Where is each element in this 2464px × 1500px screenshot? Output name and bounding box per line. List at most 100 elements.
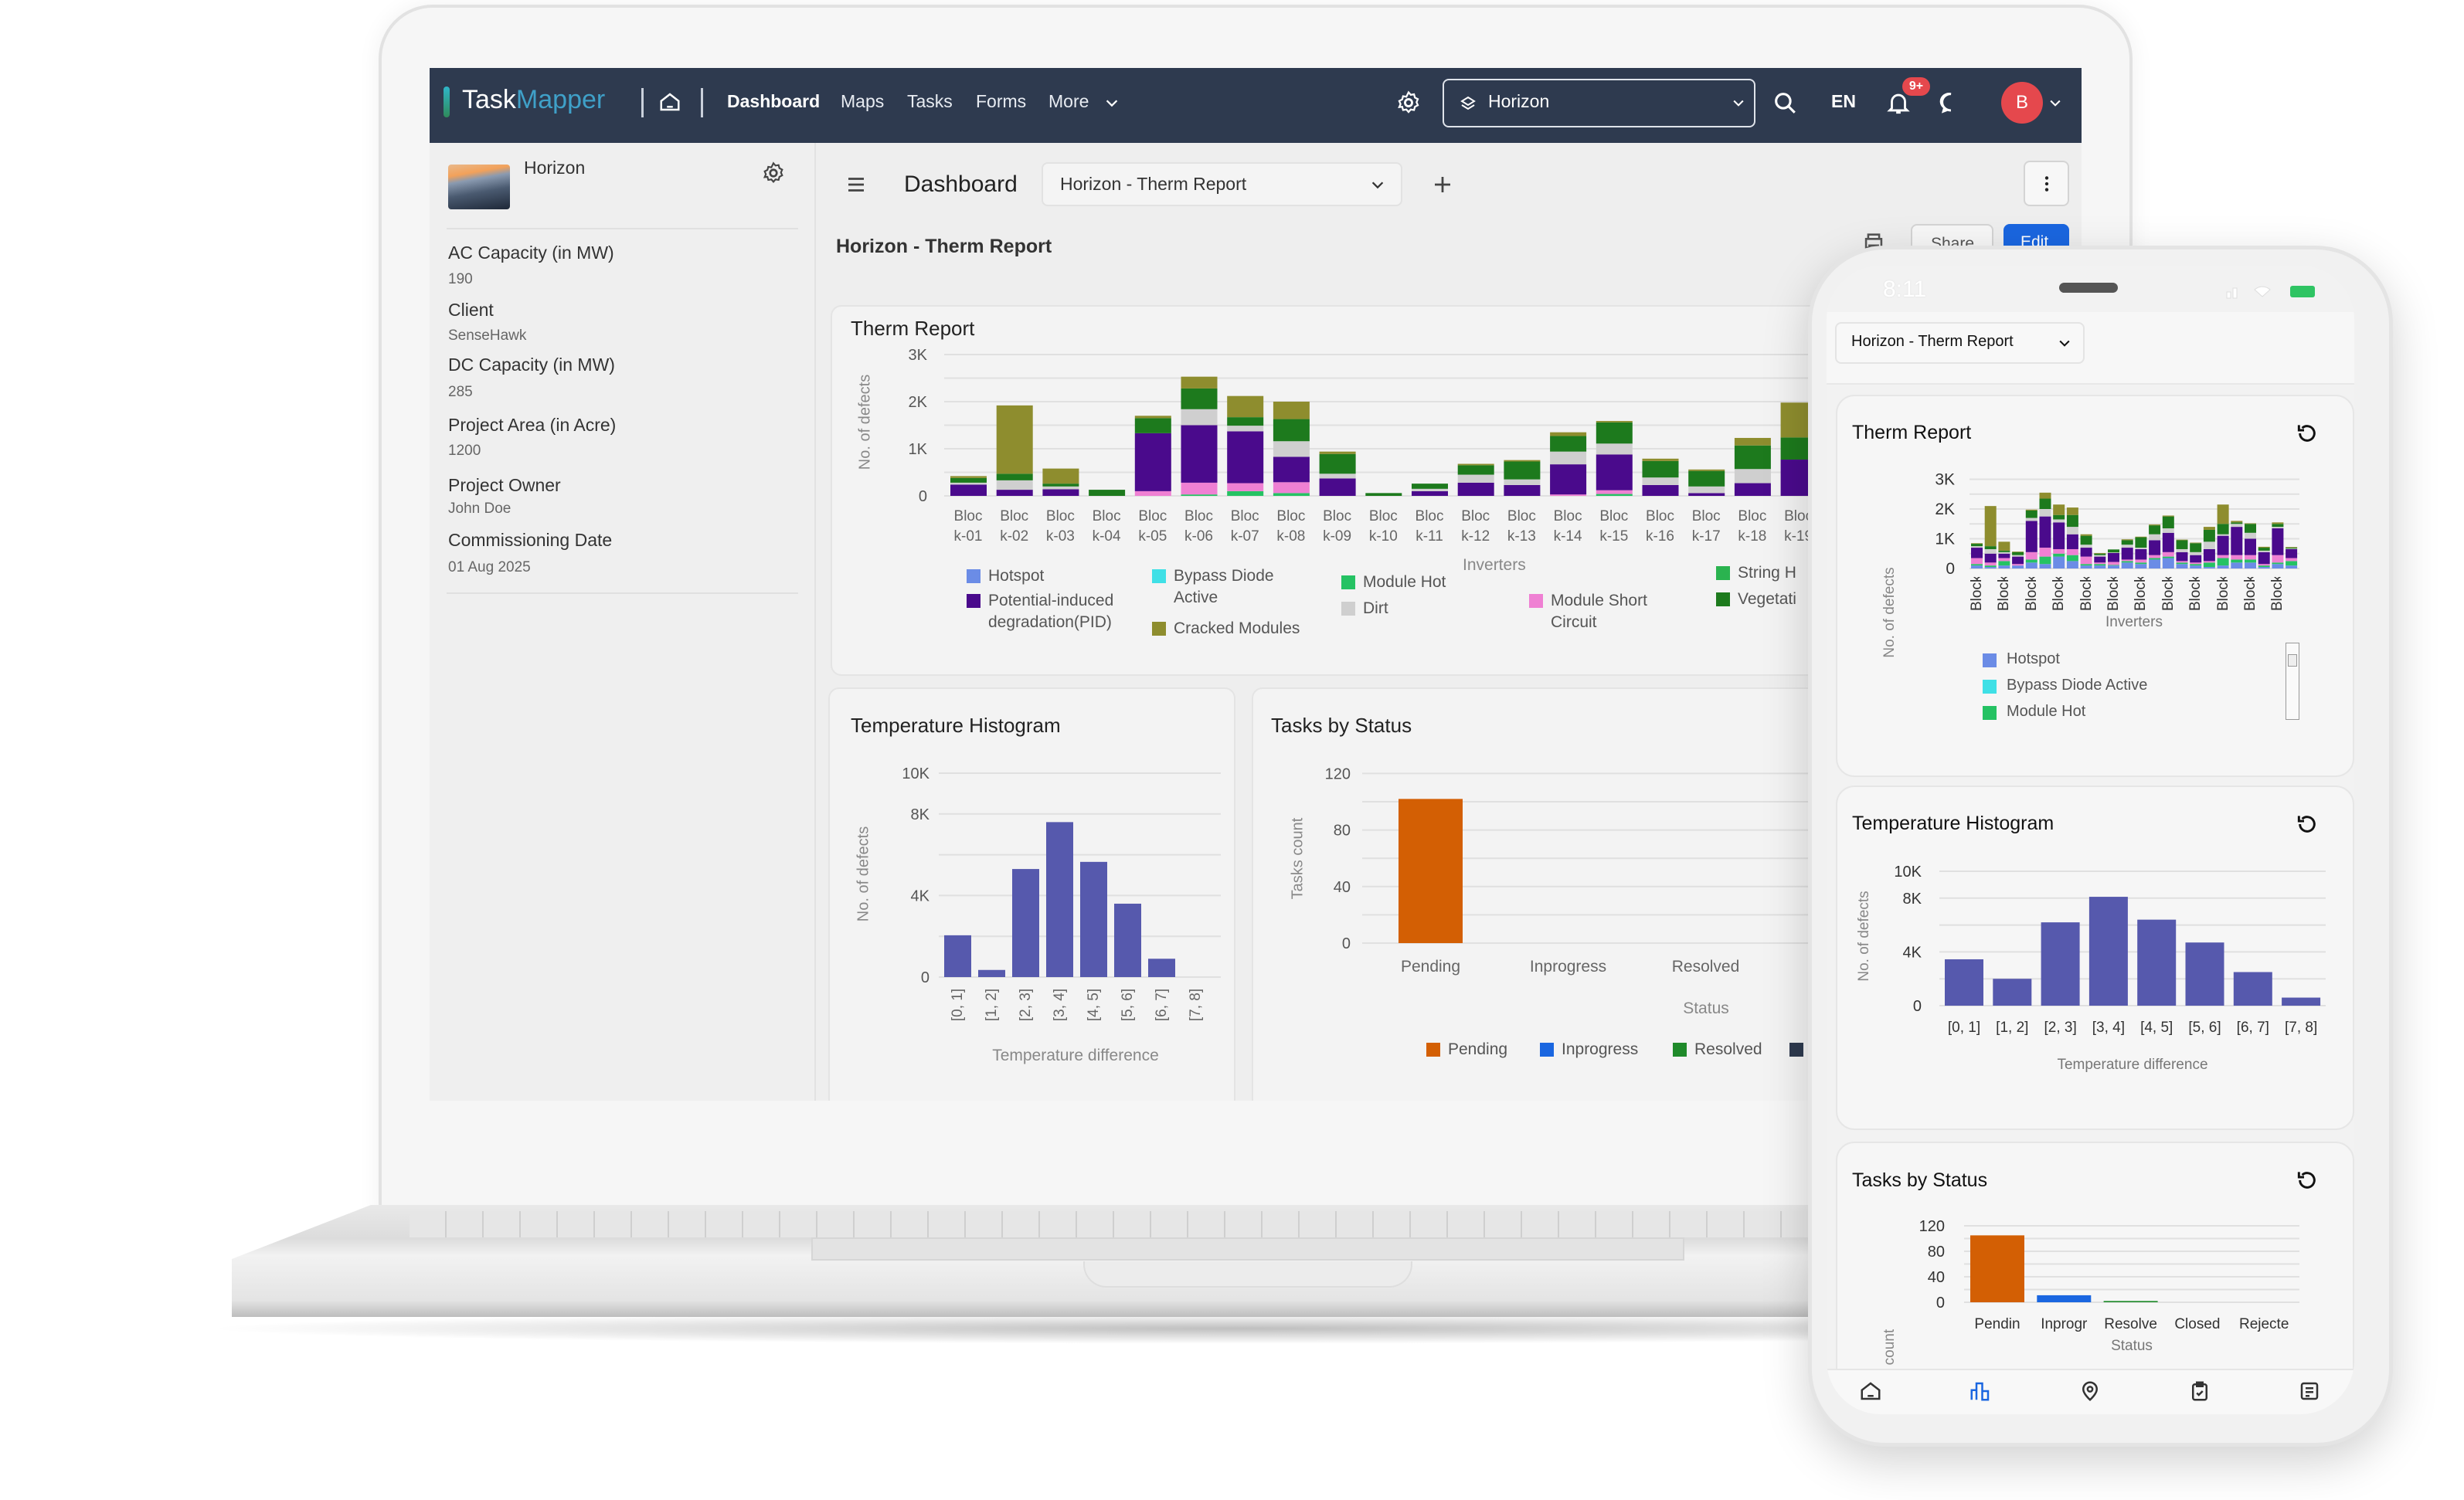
bar-segment[interactable] — [1042, 486, 1079, 490]
bar-segment[interactable] — [2121, 545, 2133, 548]
legend-swatch[interactable] — [1716, 592, 1730, 606]
bar-segment[interactable] — [1412, 490, 1448, 496]
bar-segment[interactable] — [996, 473, 1033, 480]
bar-segment[interactable] — [2176, 562, 2188, 565]
bar-segment[interactable] — [2066, 514, 2078, 528]
bar-segment[interactable] — [2245, 538, 2256, 555]
legend-label[interactable]: Hotspot — [988, 567, 1045, 585]
bar-segment[interactable] — [1998, 558, 2010, 562]
bar-segment[interactable] — [2039, 516, 2051, 548]
bar-segment[interactable] — [1089, 490, 1126, 496]
bar-segment[interactable] — [2231, 522, 2243, 524]
bar-segment[interactable] — [2217, 555, 2229, 558]
bar-segment[interactable] — [1457, 474, 1494, 483]
bar-segment[interactable] — [1734, 483, 1771, 496]
map-pin-icon[interactable] — [2078, 1380, 2102, 1403]
dashboard-chart-icon[interactable] — [1969, 1380, 1992, 1403]
bar-segment[interactable] — [2121, 548, 2133, 560]
bar-segment[interactable] — [2053, 519, 2065, 523]
search-icon[interactable] — [1772, 90, 1798, 116]
refresh-icon[interactable] — [2295, 812, 2320, 837]
bar-segment[interactable] — [2121, 561, 2133, 563]
bar-segment[interactable] — [2053, 548, 2065, 554]
bar-segment[interactable] — [2231, 555, 2243, 560]
nav-tasks[interactable]: Tasks — [907, 91, 953, 111]
chevron-down-icon[interactable] — [2048, 95, 2063, 110]
bar-segment[interactable] — [2066, 527, 2078, 535]
bar-segment[interactable] — [1971, 546, 1983, 548]
bar-segment[interactable] — [2272, 528, 2284, 555]
bar-segment[interactable] — [2190, 551, 2202, 555]
report-select[interactable] — [1042, 162, 1402, 206]
bar-segment[interactable] — [2176, 561, 2188, 563]
bar-segment[interactable] — [2012, 551, 2024, 552]
bar-segment[interactable] — [2203, 529, 2215, 542]
bar-segment[interactable] — [1984, 506, 1997, 547]
bar[interactable] — [1399, 799, 1463, 943]
bar-segment[interactable] — [1181, 425, 1218, 483]
bar-segment[interactable] — [1550, 494, 1587, 496]
bar-segment[interactable] — [2039, 564, 2051, 568]
bar[interactable] — [1080, 861, 1107, 977]
bar-segment[interactable] — [2217, 565, 2229, 568]
bar-segment[interactable] — [2162, 516, 2174, 529]
bar-segment[interactable] — [1319, 473, 1356, 479]
bar-segment[interactable] — [1319, 451, 1356, 454]
tasks-clipboard-icon[interactable] — [2188, 1380, 2211, 1403]
bar-segment[interactable] — [1984, 567, 1997, 568]
bar-segment[interactable] — [1227, 417, 1264, 426]
legend-label[interactable]: String H — [1738, 564, 1796, 582]
bar-segment[interactable] — [1412, 488, 1448, 491]
bar[interactable] — [978, 969, 1005, 977]
bar-segment[interactable] — [2245, 559, 2256, 563]
bar-segment[interactable] — [2245, 555, 2256, 560]
bar-segment[interactable] — [2066, 555, 2078, 562]
bar-segment[interactable] — [2066, 561, 2078, 568]
bar-segment[interactable] — [1596, 494, 1633, 496]
bar-segment[interactable] — [1550, 451, 1587, 465]
bar-segment[interactable] — [2039, 498, 2051, 509]
bar-segment[interactable] — [1273, 456, 1310, 483]
bar-segment[interactable] — [2149, 559, 2161, 568]
bar-segment[interactable] — [2258, 551, 2270, 565]
refresh-icon[interactable] — [2295, 1168, 2320, 1193]
bar-segment[interactable] — [1998, 553, 2010, 558]
bar-segment[interactable] — [1971, 544, 1983, 547]
bar-segment[interactable] — [2203, 562, 2215, 568]
bar-segment[interactable] — [1688, 469, 1725, 471]
brand-logo[interactable]: TaskMapper — [462, 85, 605, 115]
bar-segment[interactable] — [2149, 524, 2161, 526]
bar-segment[interactable] — [2135, 564, 2147, 568]
bar-segment[interactable] — [1134, 433, 1171, 491]
bar-segment[interactable] — [1734, 437, 1771, 446]
bar-segment[interactable] — [2094, 552, 2106, 554]
bar-segment[interactable] — [1596, 454, 1633, 490]
bar-segment[interactable] — [2258, 567, 2270, 568]
bar-segment[interactable] — [2258, 546, 2270, 548]
bar-segment[interactable] — [2149, 534, 2161, 541]
bar-segment[interactable] — [1181, 388, 1218, 409]
bar-segment[interactable] — [2176, 564, 2188, 568]
legend-swatch[interactable] — [967, 569, 981, 583]
bar-segment[interactable] — [2203, 567, 2215, 568]
bar-segment[interactable] — [2025, 509, 2037, 511]
bar-segment[interactable] — [2231, 524, 2243, 528]
bar-segment[interactable] — [1504, 479, 1541, 485]
bar-segment[interactable] — [2176, 540, 2188, 549]
bar-segment[interactable] — [2108, 565, 2119, 568]
bar-segment[interactable] — [1971, 558, 1983, 565]
bar-segment[interactable] — [950, 484, 987, 496]
bar-segment[interactable] — [2190, 555, 2202, 563]
legend-swatch[interactable] — [1152, 569, 1166, 583]
bar-segment[interactable] — [2258, 548, 2270, 551]
bar-segment[interactable] — [1273, 402, 1310, 419]
bar-segment[interactable] — [2108, 552, 2119, 553]
bar-segment[interactable] — [950, 477, 987, 483]
bar-segment[interactable] — [1504, 484, 1541, 496]
bar-segment[interactable] — [1998, 561, 2010, 566]
bar-segment[interactable] — [2039, 548, 2051, 557]
bar-segment[interactable] — [2094, 565, 2106, 568]
bar-segment[interactable] — [950, 476, 987, 478]
bar-segment[interactable] — [2203, 527, 2215, 530]
bar-segment[interactable] — [2286, 565, 2298, 568]
